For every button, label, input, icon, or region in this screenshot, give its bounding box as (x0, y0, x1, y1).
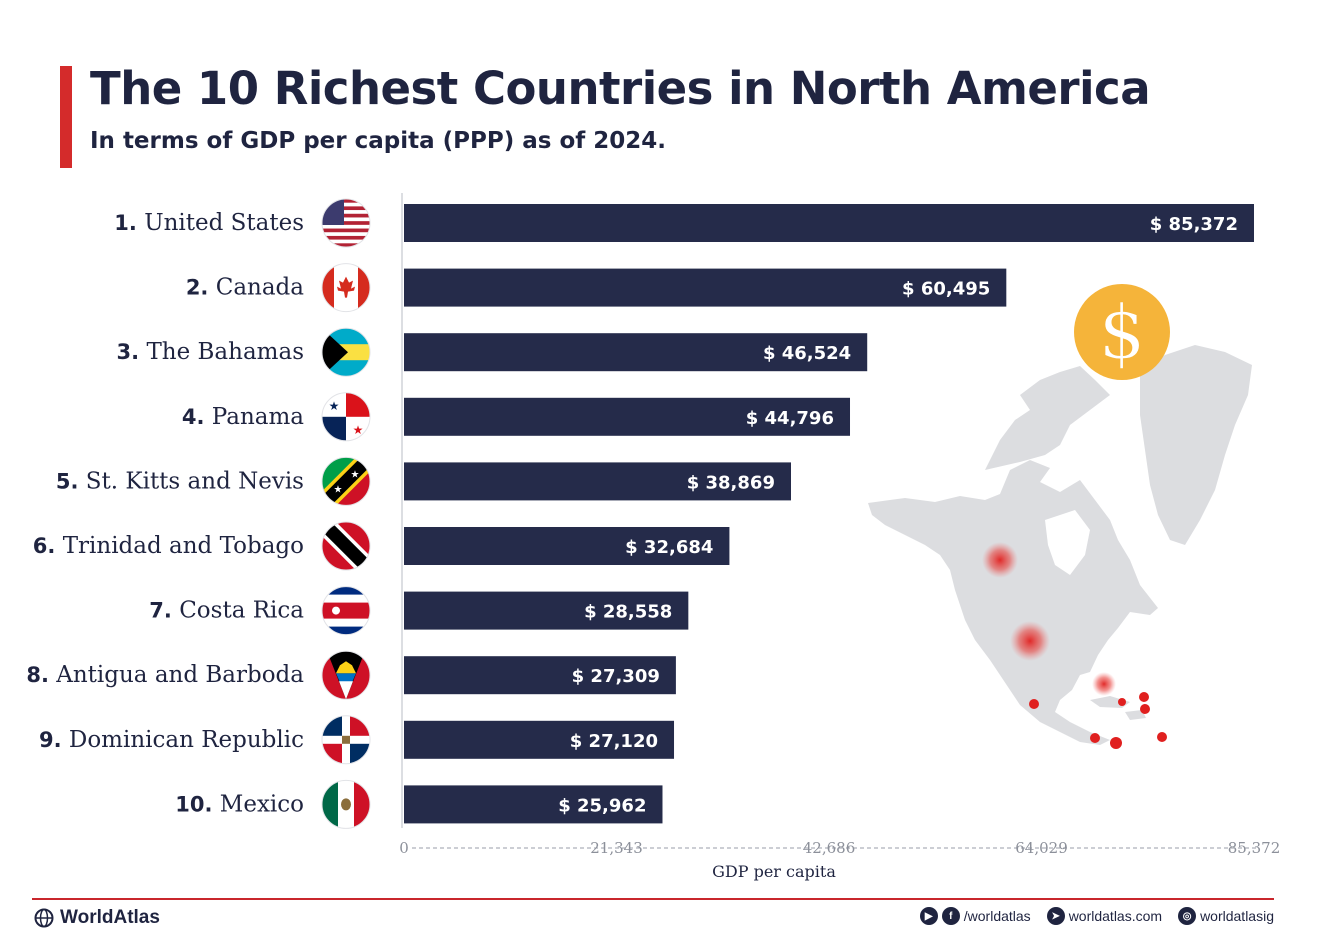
youtube-icon: ▶ (919, 907, 938, 925)
instagram-text: worldatlasig (1200, 908, 1274, 924)
flag-usa-icon (321, 198, 371, 248)
bar-value-label: $ 28,558 (584, 602, 672, 623)
bar-value-label: $ 60,495 (902, 279, 990, 300)
x-tick-label: 64,029 (1015, 839, 1068, 857)
bar-value-label: $ 27,309 (572, 666, 660, 687)
category-label: 7. Costa Rica (149, 598, 304, 624)
brand-name: WorldAtlas (60, 907, 160, 928)
svg-text:★: ★ (351, 469, 360, 480)
category-label: 1. United States (114, 210, 304, 236)
bar (404, 204, 1254, 242)
website-text: worldatlas.com (1068, 908, 1163, 924)
instagram-icon: ◎ (1178, 907, 1197, 925)
bar (404, 785, 663, 824)
x-tick-label: 42,686 (803, 839, 856, 857)
bar-value-label: $ 32,684 (625, 537, 713, 558)
flag-bahamas-icon (321, 327, 371, 377)
title-accent-bar (60, 66, 72, 168)
category-label: 4. Panama (182, 404, 304, 430)
category-label: 9. Dominican Republic (39, 727, 304, 753)
x-tick-label: 85,372 (1228, 839, 1281, 857)
page-subtitle: In terms of GDP per capita (PPP) as of 2… (90, 128, 667, 154)
social-handle-text: /worldatlas (963, 908, 1031, 924)
category-label: 10. Mexico (175, 791, 304, 817)
category-label: 2. Canada (186, 275, 304, 301)
cursor-icon: ➤ (1046, 907, 1065, 925)
bar-value-label: $ 46,524 (763, 343, 851, 364)
flag-canada-icon (321, 263, 371, 313)
category-label: 6. Trinidad and Tobago (33, 533, 304, 559)
category-label: 3. The Bahamas (117, 339, 304, 365)
page-title: The 10 Richest Countries in North Americ… (90, 62, 1151, 115)
x-tick-label: 0 (399, 839, 409, 857)
svg-text:★: ★ (329, 399, 340, 413)
footer-socials: ▶ f /worldatlas ➤ worldatlas.com ◎ world… (910, 907, 1274, 925)
bar (404, 656, 676, 695)
svg-text:★: ★ (334, 484, 343, 495)
category-label: 8. Antigua and Barboda (26, 662, 304, 688)
dollar-coin-icon: $ (1074, 284, 1170, 380)
bar-value-label: $ 44,796 (746, 408, 834, 429)
category-label: 5. St. Kitts and Nevis (56, 468, 304, 494)
flag-dominican-republic-icon (321, 715, 371, 765)
flag-panama-icon: ★★ (321, 392, 371, 442)
flag-costa-rica-icon (321, 586, 371, 636)
bar-value-label: $ 38,869 (687, 472, 775, 493)
flag-trinidad-and-tobago-icon (321, 521, 371, 571)
bar-value-label: $ 27,120 (570, 731, 658, 752)
x-tick-label: 21,343 (590, 839, 643, 857)
facebook-icon: f (941, 907, 960, 925)
bar (404, 720, 675, 759)
bar (404, 527, 730, 565)
bar (404, 462, 791, 501)
instagram-link[interactable]: ◎ worldatlasig (1178, 907, 1274, 925)
bar (404, 397, 851, 436)
svg-text:★: ★ (353, 423, 364, 437)
globe-icon (34, 908, 54, 928)
bar-value-label: $ 25,962 (558, 795, 646, 816)
footer-divider (32, 898, 1274, 900)
bar (404, 591, 689, 630)
flag-st-kitts-and-nevis-icon: ★★ (321, 456, 371, 506)
social-handle-link[interactable]: ▶ f /worldatlas (919, 907, 1031, 925)
x-axis-label: GDP per capita (712, 862, 836, 881)
svg-text:$: $ (1098, 290, 1145, 376)
bar-chart: 0 21,343 42,686 64,029 85,372 GDP per capita… (26, 193, 1281, 881)
footer-brand[interactable]: WorldAtlas (34, 907, 160, 929)
north-america-map-icon (868, 345, 1252, 749)
flag-antigua-and-barbuda-icon (321, 650, 371, 700)
bar (404, 333, 868, 372)
bar-value-label: $ 85,372 (1150, 214, 1238, 235)
website-link[interactable]: ➤ worldatlas.com (1046, 907, 1163, 925)
bar (404, 268, 1007, 307)
flag-mexico-icon (321, 779, 371, 829)
